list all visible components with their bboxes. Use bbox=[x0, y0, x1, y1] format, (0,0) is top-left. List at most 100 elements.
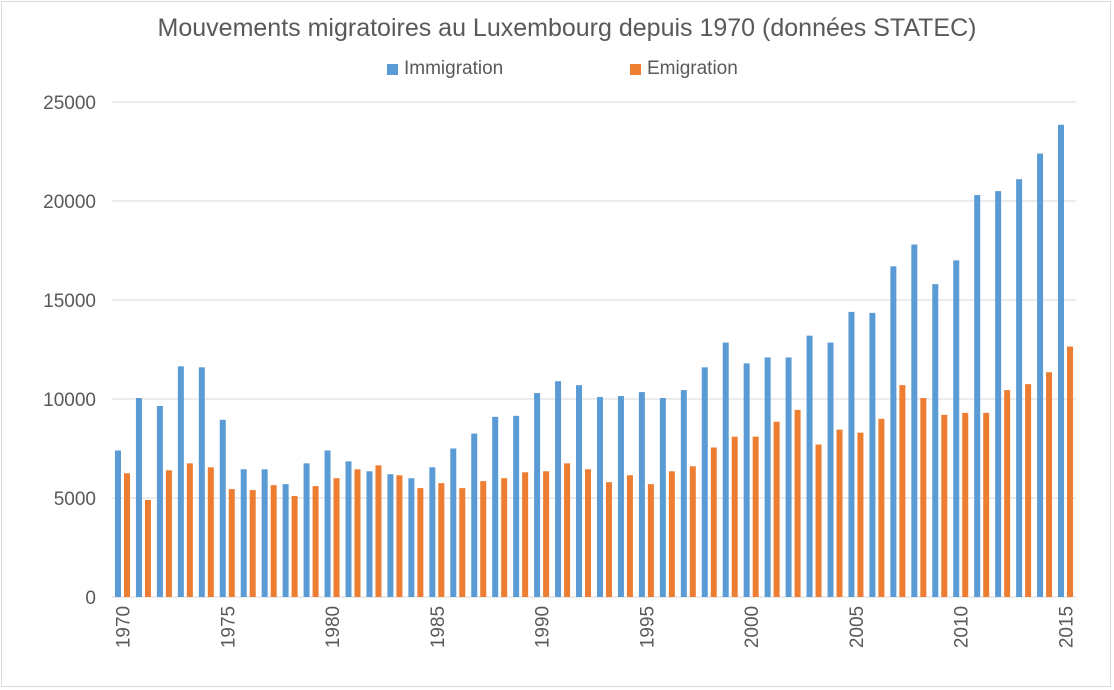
bar-immigration-1996 bbox=[659, 398, 666, 597]
bar-immigration-2009 bbox=[932, 284, 939, 597]
legend-item-immigration: Immigration bbox=[387, 56, 503, 82]
bar-immigration-1980 bbox=[324, 450, 331, 597]
bar-emigration-1986 bbox=[459, 488, 466, 597]
bar-emigration-1982 bbox=[375, 465, 382, 597]
y-tick-label-10000: 10000 bbox=[43, 390, 96, 411]
bar-immigration-2015 bbox=[1058, 124, 1065, 598]
bar-immigration-1992 bbox=[576, 385, 583, 597]
bar-immigration-1982 bbox=[366, 471, 373, 597]
bar-immigration-2013 bbox=[1016, 179, 1023, 597]
bar-emigration-1990 bbox=[543, 471, 550, 597]
bar-emigration-1978 bbox=[291, 496, 298, 597]
y-tick-label-5000: 5000 bbox=[54, 489, 96, 510]
bar-emigration-2007 bbox=[899, 385, 906, 597]
bar-immigration-1999 bbox=[722, 342, 729, 597]
bar-emigration-2004 bbox=[836, 429, 843, 597]
bar-emigration-2012 bbox=[1004, 390, 1011, 597]
bar-immigration-2000 bbox=[743, 363, 750, 597]
bar-immigration-1970 bbox=[114, 450, 121, 597]
bar-emigration-1987 bbox=[480, 481, 487, 597]
bar-emigration-1994 bbox=[626, 475, 633, 597]
x-tick-label-2005: 2005 bbox=[847, 606, 868, 648]
bar-emigration-1995 bbox=[647, 484, 654, 597]
bar-immigration-2002 bbox=[785, 357, 792, 597]
bar-emigration-1981 bbox=[354, 469, 361, 597]
bar-emigration-2000 bbox=[752, 436, 759, 597]
bar-emigration-1975 bbox=[228, 489, 235, 597]
chart-legend: Immigration Emigration bbox=[0, 56, 1114, 82]
bar-immigration-2012 bbox=[995, 191, 1002, 597]
bar-immigration-2004 bbox=[827, 342, 834, 597]
bar-emigration-1979 bbox=[312, 486, 319, 597]
bar-immigration-2003 bbox=[806, 335, 813, 597]
bar-immigration-1975 bbox=[219, 419, 226, 597]
y-tick-label-20000: 20000 bbox=[43, 192, 96, 213]
y-tick-label-0: 0 bbox=[85, 588, 96, 609]
bar-immigration-1998 bbox=[701, 367, 708, 597]
bar-emigration-2010 bbox=[962, 412, 969, 597]
x-tick-label-1995: 1995 bbox=[637, 606, 658, 648]
chart-title: Mouvements migratoires au Luxembourg dep… bbox=[157, 14, 977, 42]
bar-emigration-2014 bbox=[1046, 372, 1053, 597]
bar-immigration-2011 bbox=[974, 195, 981, 597]
bar-emigration-1991 bbox=[564, 463, 571, 597]
bar-immigration-1977 bbox=[261, 469, 268, 597]
bar-immigration-1991 bbox=[555, 381, 562, 597]
bar-emigration-2006 bbox=[878, 418, 885, 597]
bar-immigration-2006 bbox=[869, 312, 876, 597]
bar-immigration-2008 bbox=[911, 244, 918, 597]
bar-emigration-1971 bbox=[144, 499, 151, 597]
x-tick-label-1970: 1970 bbox=[113, 606, 134, 648]
bar-emigration-1992 bbox=[585, 469, 592, 597]
bar-emigration-1993 bbox=[605, 482, 612, 597]
bar-emigration-1983 bbox=[396, 475, 403, 597]
bar-emigration-1997 bbox=[689, 466, 696, 597]
bar-emigration-1974 bbox=[207, 467, 214, 597]
bar-immigration-2014 bbox=[1037, 153, 1044, 598]
bar-emigration-1999 bbox=[731, 436, 738, 597]
bar-immigration-1972 bbox=[156, 405, 163, 597]
bar-immigration-1985 bbox=[429, 467, 436, 597]
bar-immigration-1993 bbox=[596, 397, 603, 597]
bar-immigration-1995 bbox=[638, 392, 645, 597]
bar-emigration-1973 bbox=[186, 463, 193, 597]
bar-immigration-1983 bbox=[387, 474, 394, 597]
bar-emigration-2003 bbox=[815, 444, 822, 597]
bar-emigration-1985 bbox=[438, 483, 445, 597]
bar-emigration-1984 bbox=[417, 488, 424, 597]
bar-emigration-1970 bbox=[123, 473, 130, 597]
bar-emigration-2008 bbox=[920, 398, 927, 597]
bar-emigration-1972 bbox=[165, 470, 172, 597]
x-tick-label-2015: 2015 bbox=[1057, 606, 1078, 648]
bar-emigration-2002 bbox=[794, 409, 801, 597]
x-tick-label-2010: 2010 bbox=[952, 606, 973, 648]
bar-immigration-1974 bbox=[198, 367, 205, 597]
bar-emigration-1977 bbox=[270, 485, 277, 597]
x-tick-label-1980: 1980 bbox=[323, 606, 344, 648]
bar-immigration-1994 bbox=[617, 396, 624, 597]
bar-immigration-1989 bbox=[513, 415, 520, 597]
bar-immigration-1981 bbox=[345, 461, 352, 597]
bar-emigration-1996 bbox=[668, 471, 675, 597]
bar-immigration-1978 bbox=[282, 484, 289, 597]
bar-emigration-2001 bbox=[773, 421, 780, 597]
bar-immigration-1973 bbox=[177, 366, 184, 597]
bar-emigration-1998 bbox=[710, 447, 717, 597]
bar-emigration-1980 bbox=[333, 478, 340, 597]
bar-immigration-1971 bbox=[135, 398, 142, 597]
bar-immigration-1984 bbox=[408, 478, 415, 597]
x-tick-label-1975: 1975 bbox=[218, 606, 239, 648]
x-tick-label-1990: 1990 bbox=[533, 606, 554, 648]
bar-emigration-1976 bbox=[249, 490, 256, 597]
bar-immigration-2001 bbox=[764, 357, 771, 597]
bar-emigration-2013 bbox=[1025, 384, 1032, 597]
legend-item-emigration: Emigration bbox=[630, 56, 738, 82]
x-tick-label-1985: 1985 bbox=[428, 606, 449, 648]
bar-immigration-1988 bbox=[492, 416, 499, 597]
bar-immigration-1986 bbox=[450, 448, 457, 597]
bar-emigration-1989 bbox=[522, 472, 529, 597]
legend-label-immigration: Immigration bbox=[404, 58, 504, 79]
bar-emigration-2015 bbox=[1067, 346, 1074, 597]
bar-immigration-1979 bbox=[303, 463, 310, 597]
